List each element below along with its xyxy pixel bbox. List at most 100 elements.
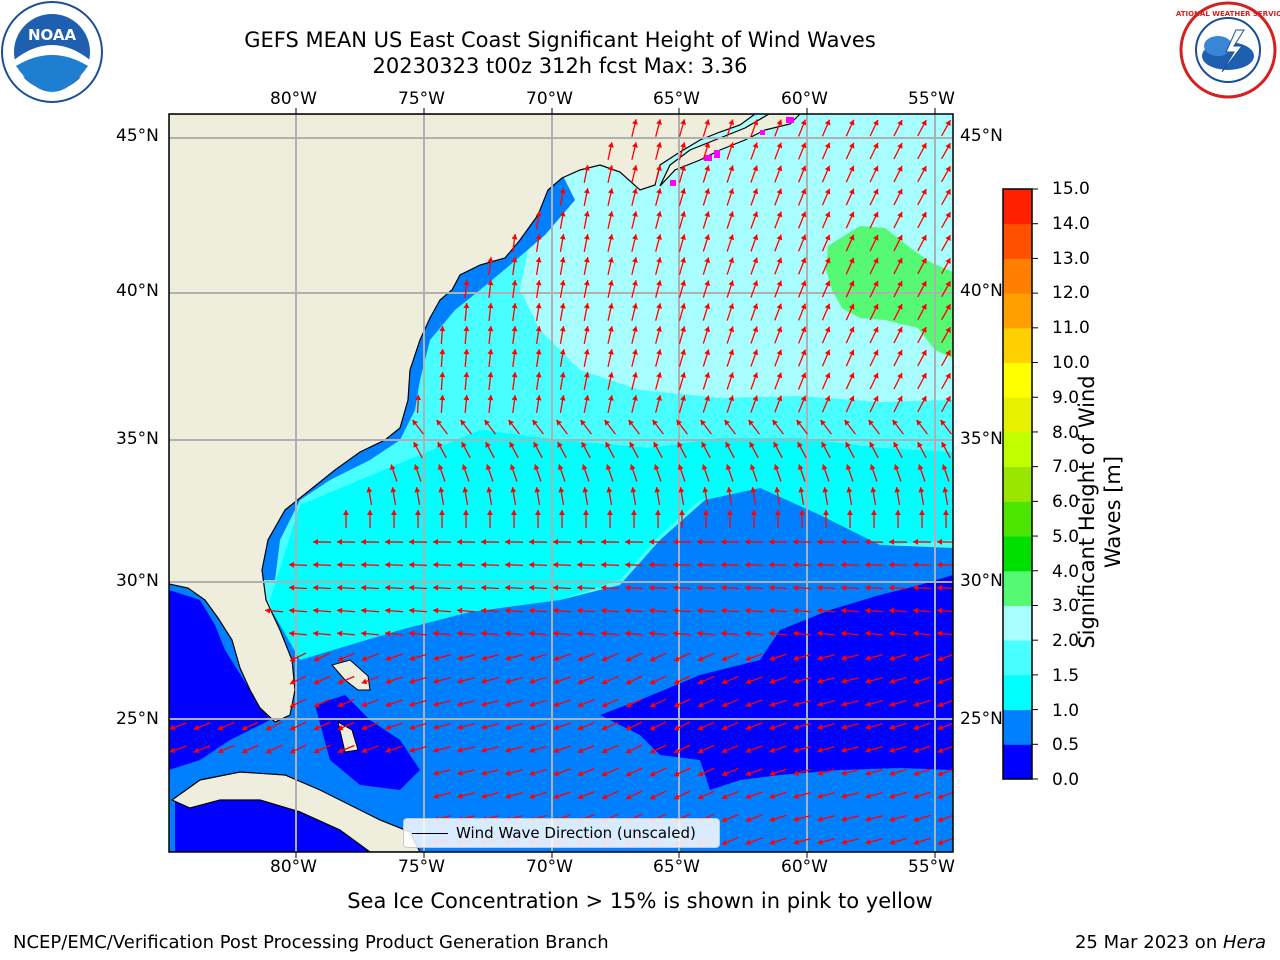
wind-arrow <box>750 326 759 344</box>
wind-arrow <box>750 211 759 229</box>
wind-arrow <box>702 119 711 137</box>
wind-arrow <box>558 509 565 529</box>
wind-arrow <box>869 441 879 459</box>
wind-arrow <box>941 142 951 160</box>
wind-arrow <box>697 675 715 685</box>
wind-arrow <box>792 538 812 545</box>
wind-arrow <box>601 698 619 708</box>
wind-arrow <box>822 487 829 505</box>
wind-arrow <box>552 538 572 545</box>
wind-arrow <box>480 607 500 614</box>
wind-arrow <box>607 188 614 206</box>
wind-arrow <box>893 142 903 160</box>
wind-arrow <box>892 419 904 435</box>
wind-arrow <box>917 395 927 413</box>
wind-arrow <box>840 584 860 591</box>
wind-arrow <box>577 722 595 731</box>
wind-arrow <box>774 211 783 229</box>
wind-arrow <box>457 654 475 661</box>
wind-arrow <box>697 767 715 777</box>
lat-label-left-35n: 35°N <box>116 429 159 449</box>
colorbar-segment-14 <box>1003 258 1032 294</box>
wind-arrow <box>607 395 614 413</box>
wind-arrow <box>889 814 907 822</box>
colorbar-segment-8 <box>1003 466 1032 502</box>
wind-arrow <box>389 464 398 482</box>
wind-arrow <box>845 372 855 390</box>
wind-arrow <box>601 721 619 731</box>
wind-arrow <box>726 303 735 321</box>
wind-arrow <box>744 538 764 545</box>
wind-arrow <box>583 211 590 229</box>
wind-arrow <box>390 509 397 529</box>
wind-arrow <box>193 722 211 731</box>
wind-arrow <box>821 165 831 183</box>
wind-arrow <box>798 119 807 137</box>
wind-arrow <box>504 607 524 614</box>
wind-arrow <box>917 257 927 275</box>
wind-arrow <box>605 441 615 459</box>
wind-arrow <box>409 653 427 661</box>
wind-arrow <box>511 279 518 299</box>
cb-tick-2: 2.0 <box>1052 631 1080 651</box>
wind-arrow <box>673 652 691 662</box>
wind-arrow <box>865 815 883 822</box>
wind-arrow <box>745 745 763 754</box>
wind-arrow <box>750 234 759 252</box>
wind-arrow <box>241 744 259 754</box>
wind-arrow <box>721 675 739 685</box>
wind-arrow <box>629 441 639 459</box>
wind-arrow <box>678 188 686 206</box>
wind-arrow <box>480 584 500 591</box>
footer-machine: Hera <box>1222 932 1266 953</box>
wind-arrow <box>559 234 566 252</box>
wave-zone-1-1.5m <box>270 430 953 690</box>
wind-arrow <box>774 119 783 137</box>
cb-tick-6: 6.0 <box>1052 492 1080 512</box>
wind-arrow <box>581 464 590 482</box>
wind-arrow <box>583 234 590 252</box>
wind-arrow <box>457 792 475 799</box>
wind-arrow <box>312 561 332 568</box>
wind-arrow <box>797 464 806 482</box>
wind-arrow <box>385 699 403 708</box>
wind-arrow <box>841 838 859 845</box>
wind-arrow <box>893 326 903 344</box>
wind-arrow <box>313 744 331 754</box>
wind-arrow <box>893 395 903 413</box>
wind-arrow <box>821 372 831 390</box>
wind-arrow <box>384 607 404 614</box>
wind-arrow <box>607 280 614 298</box>
wind-arrow <box>433 654 451 661</box>
wind-arrow <box>798 303 807 321</box>
wind-arrow <box>774 188 783 206</box>
wind-arrow <box>750 303 759 321</box>
wind-arrow <box>941 326 951 344</box>
wind-arrow <box>869 188 879 206</box>
wind-arrow <box>480 630 500 637</box>
wind-arrow <box>941 303 951 321</box>
wind-arrow <box>385 745 403 754</box>
wind-arrow <box>941 211 951 229</box>
wind-arrow <box>217 721 235 731</box>
wind-arrow <box>798 509 805 529</box>
wind-arrow <box>408 584 428 591</box>
wind-arrow <box>487 279 494 299</box>
wind-arrow <box>486 509 493 529</box>
wind-arrow <box>631 303 638 321</box>
wind-arrow <box>655 326 662 344</box>
wind-arrow <box>607 165 614 183</box>
wind-arrow <box>385 676 403 685</box>
wind-arrow <box>726 326 735 344</box>
wind-arrow <box>313 698 331 708</box>
wind-arrow <box>289 721 307 731</box>
wind-arrow <box>697 698 715 708</box>
wind-arrow <box>461 441 471 459</box>
wind-arrow <box>821 349 831 367</box>
wind-arrow <box>487 325 494 345</box>
wind-arrow <box>870 509 877 529</box>
wind-arrow <box>793 653 811 661</box>
wind-arrow <box>697 721 715 731</box>
wind-arrow <box>769 745 787 754</box>
wind-arrow <box>889 653 907 661</box>
